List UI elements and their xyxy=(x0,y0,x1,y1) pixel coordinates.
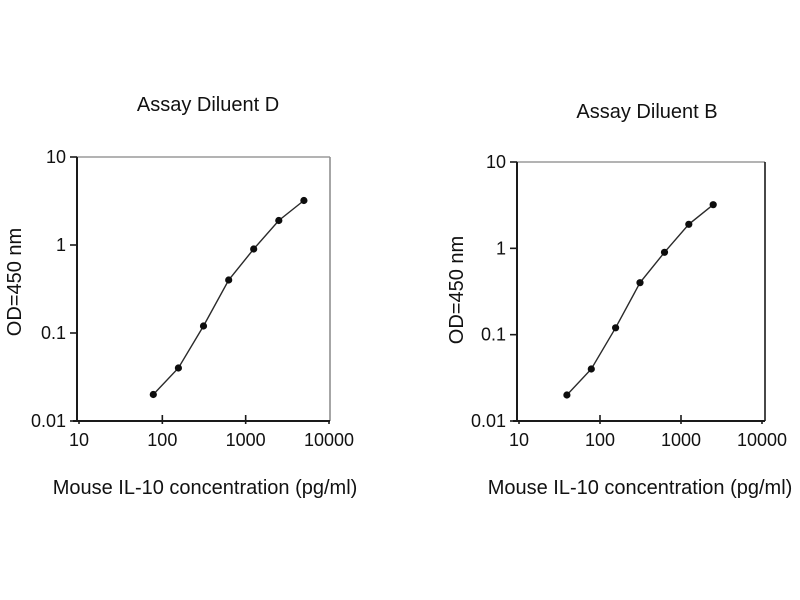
chart-title-left: Assay Diluent D xyxy=(136,94,280,116)
data-point-marker xyxy=(563,391,571,399)
x-tick-label: 10000 xyxy=(304,430,354,450)
x-tick-label: 100 xyxy=(147,430,177,450)
series-line xyxy=(152,199,305,395)
data-point-marker xyxy=(174,364,182,372)
y-tick-label: 1 xyxy=(56,235,66,255)
y-tick-label: 0.01 xyxy=(31,411,66,431)
y-tick-label: 0.1 xyxy=(41,323,66,343)
y-tick-label: 10 xyxy=(486,152,506,172)
series-markers xyxy=(563,201,717,399)
x-tick-label: 100 xyxy=(585,430,615,450)
data-point-marker xyxy=(660,248,669,256)
x-axis-label-right: Mouse IL-10 concentration (pg/ml) xyxy=(487,477,793,499)
series-markers xyxy=(149,196,308,399)
tick-marks xyxy=(70,156,330,424)
data-point-marker xyxy=(612,324,620,332)
data-point-marker xyxy=(636,279,644,287)
data-point-marker xyxy=(685,220,693,228)
x-tick-label: 10 xyxy=(69,430,89,450)
data-point-marker xyxy=(587,365,595,373)
data-point-marker xyxy=(149,390,157,399)
data-point-marker xyxy=(709,201,717,209)
y-tick-label: 0.01 xyxy=(471,411,506,431)
tick-marks xyxy=(510,161,763,424)
data-point-marker xyxy=(275,216,283,225)
chart-title-right: Assay Diluent B xyxy=(576,101,718,123)
x-tick-label: 1000 xyxy=(226,430,266,450)
y-tick-label: 1 xyxy=(496,238,506,258)
y-tick-label: 0.1 xyxy=(481,325,506,345)
x-tick-label: 10 xyxy=(509,430,529,450)
data-point-marker xyxy=(300,196,308,205)
x-tick-label: 1000 xyxy=(661,430,701,450)
x-tick-label: 10000 xyxy=(737,430,787,450)
data-point-marker xyxy=(225,276,233,284)
x-axis-label-left: Mouse IL-10 concentration (pg/ml) xyxy=(52,477,358,499)
data-point-marker xyxy=(199,322,208,330)
y-tick-label: 10 xyxy=(46,147,66,167)
data-point-marker xyxy=(250,245,258,253)
